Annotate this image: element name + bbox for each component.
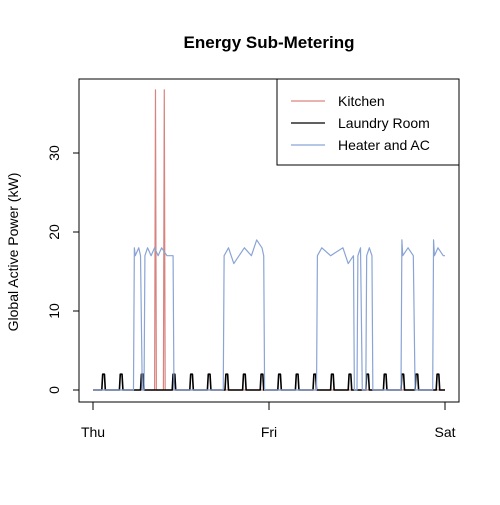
chart-title: Energy Sub-Metering: [184, 33, 355, 52]
legend: Kitchen Laundry Room Heater and AC: [276, 78, 460, 166]
y-tick-label-1: 10: [46, 303, 62, 319]
legend-box: [276, 78, 460, 166]
x-tick-label-0: Thu: [81, 424, 105, 440]
y-tick-label-0: 0: [46, 386, 62, 394]
x-tick-label-2: Sat: [434, 424, 455, 440]
legend-label-2: Heater and AC: [338, 137, 430, 153]
y-tick-label-2: 20: [46, 224, 62, 240]
legend-label-1: Laundry Room: [338, 115, 430, 131]
y-tick-label-3: 30: [46, 145, 62, 161]
y-axis-label: Global Active Power (kW): [5, 173, 21, 332]
axes: 0 10 20 30 Thu Fri Sat: [46, 78, 460, 440]
series-line-2: [93, 239, 445, 391]
plot-area: [93, 89, 445, 391]
x-tick-label-1: Fri: [261, 424, 277, 440]
legend-label-0: Kitchen: [338, 93, 385, 109]
